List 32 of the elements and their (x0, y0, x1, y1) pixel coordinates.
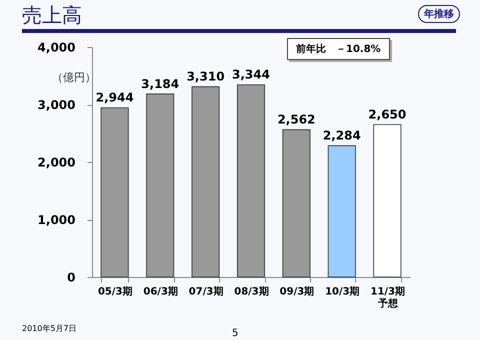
y-tick-label: 0 (67, 270, 76, 284)
text: 5 (232, 328, 238, 339)
text: 年推移 (418, 5, 460, 23)
text: 2010年5月7日 (22, 323, 77, 334)
x-tick-label: 10/3期 (325, 286, 360, 298)
bar (282, 129, 310, 278)
chart-title: 売上高 (22, 2, 82, 29)
y-tick-label: 4,000 (38, 40, 76, 54)
x-tick-label: 06/3期 (143, 286, 178, 298)
x-tick-label: 09/3期 (280, 286, 314, 298)
bar (100, 107, 129, 278)
data-label: 3,184 (141, 76, 180, 91)
bar (146, 94, 174, 278)
bar (328, 145, 356, 278)
data-label: 3,310 (186, 70, 225, 84)
data-label: 2,284 (322, 128, 361, 143)
x-tick-label: 07/3期 (188, 286, 224, 298)
annotation: 前年比 －10.8% (287, 38, 390, 60)
data-label: 2,650 (368, 108, 406, 122)
y-tick-label: 1,000 (38, 213, 76, 227)
bar (236, 84, 266, 278)
y-axis-title: （億円） (52, 70, 96, 85)
bar (373, 124, 402, 278)
x-tick-label: 11/3期予想 (370, 286, 406, 310)
data-label: 3,344 (232, 68, 270, 82)
x-tick-label: 08/3期 (234, 286, 269, 298)
data-label: 2,944 (96, 90, 134, 105)
y-tick-label: 3,000 (38, 98, 76, 112)
y-tick-label: 2,000 (38, 156, 76, 170)
bar (192, 86, 220, 278)
data-label: 2,562 (277, 112, 316, 127)
x-tick-label: 05/3期 (98, 286, 132, 298)
